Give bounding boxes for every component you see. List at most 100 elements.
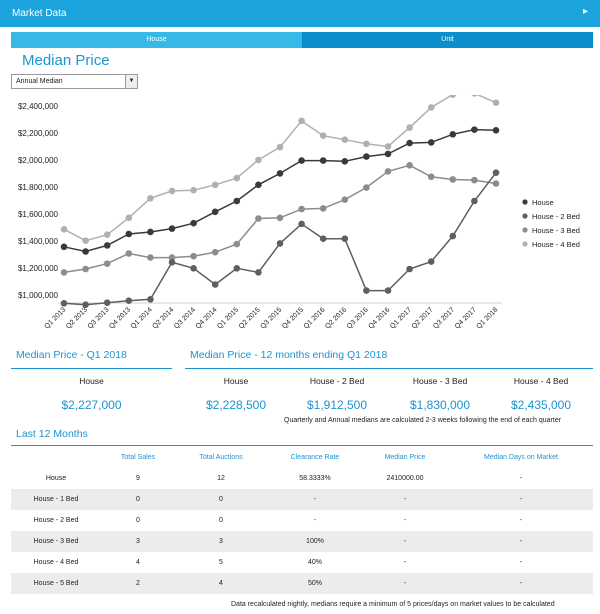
- cell-median-price: -: [403, 580, 407, 587]
- series-0-point: [363, 153, 370, 160]
- y-tick-label: $2,200,000: [18, 129, 59, 138]
- legend-label: House - 3 Bed: [532, 226, 580, 235]
- series-1-point: [363, 287, 370, 294]
- series-2-point: [211, 248, 219, 256]
- tab-unit[interactable]: Unit: [302, 32, 593, 48]
- series-2-point: [384, 168, 392, 175]
- series-3-point: [449, 95, 457, 98]
- y-tick-label: $2,000,000: [18, 156, 59, 165]
- series-2-point: [103, 260, 111, 267]
- x-tick-label: Q3 2016: [346, 306, 370, 330]
- series-1-point: [384, 287, 392, 294]
- series-2-point: [492, 180, 500, 187]
- cell-type: House - 1 Bed: [33, 496, 79, 503]
- series-2-point: [363, 184, 370, 191]
- x-tick-label: Q1 2014: [130, 306, 154, 330]
- cell-type: House - 4 Bed: [33, 559, 79, 566]
- series-1-point: [125, 297, 133, 304]
- cell-median-days: -: [519, 538, 523, 545]
- series-2-point: [60, 269, 68, 276]
- series-3-point: [298, 117, 305, 125]
- series-3-point: [125, 214, 133, 222]
- series-1-point: [211, 281, 219, 288]
- y-tick-label: $2,400,000: [18, 102, 59, 111]
- series-1-point: [60, 300, 68, 307]
- market-data-header[interactable]: Market Data ▸: [0, 0, 600, 27]
- series-0-point: [82, 248, 89, 255]
- x-tick-label: Q2 2014: [151, 306, 175, 330]
- series-3-point: [82, 237, 89, 245]
- x-tick-label: Q1 2013: [43, 306, 67, 330]
- median-price-chart: $1,000,000 $1,200,000 $1,400,000 $1,600,000…: [18, 95, 580, 330]
- median-price-title: Median Price: [22, 52, 110, 69]
- cell-total-auctions: 3: [219, 538, 223, 545]
- q1-median-title: Median Price - Q1 2018: [16, 349, 127, 361]
- median-type-select[interactable]: Annual Median ▼: [11, 74, 138, 89]
- series-2-point: [471, 176, 478, 184]
- cell-clearance-rate: 58.3333%: [299, 475, 331, 482]
- header-median-days: Median Days on Market: [484, 454, 558, 461]
- m12-value-3bed: $1,830,000: [409, 398, 471, 412]
- y-tick-label: $1,600,000: [18, 210, 59, 219]
- cell-median-days: -: [519, 496, 523, 503]
- series-2-point: [449, 176, 457, 183]
- chevron-right-icon[interactable]: ▸: [582, 6, 588, 17]
- table-header-row: Total Sales Total Auctions Clearance Rat…: [11, 447, 593, 468]
- table-row: House - 5 Bed 2 4 50% - -: [11, 573, 593, 594]
- m12-value-house: $2,228,500: [205, 398, 267, 412]
- legend-marker-2: [522, 227, 528, 233]
- cell-total-sales: 0: [136, 517, 140, 524]
- series-0-point: [125, 230, 133, 238]
- x-tick-label: Q4 2017: [454, 306, 478, 330]
- y-tick-label: $1,800,000: [18, 183, 59, 192]
- chevron-down-icon[interactable]: ▼: [125, 75, 137, 88]
- series-2-point: [406, 162, 413, 169]
- table-row: House - 4 Bed 4 5 40% - -: [11, 552, 593, 573]
- series-1-point: [276, 240, 284, 247]
- cell-median-price: -: [403, 517, 407, 524]
- q1-divider: [11, 368, 172, 369]
- cell-total-auctions: 4: [219, 580, 223, 587]
- series-3-point: [103, 231, 111, 238]
- series-3-point: [471, 95, 478, 97]
- series-3-point: [190, 186, 197, 194]
- series-1-point: [190, 265, 197, 272]
- x-tick-label: Q3 2015: [259, 306, 283, 330]
- cell-total-auctions: 12: [217, 475, 225, 482]
- legend-marker-1: [522, 213, 528, 219]
- series-1-point: [168, 258, 176, 266]
- series-3-point: [60, 225, 68, 233]
- series-3-point: [147, 195, 154, 202]
- cell-type: House: [45, 475, 67, 482]
- cell-median-days: -: [519, 475, 523, 482]
- series-3-point: [233, 174, 241, 182]
- series-1-point: [147, 296, 154, 303]
- median-type-value: Annual Median: [16, 78, 63, 85]
- m12-value-4bed: $2,435,000: [510, 398, 572, 412]
- cell-median-price: -: [403, 559, 407, 566]
- last-12-divider: [11, 445, 593, 446]
- cell-median-price: 2410000.00: [386, 475, 424, 482]
- series-3-point: [255, 156, 262, 164]
- x-tick-label: Q3 2014: [173, 306, 197, 330]
- series-0-point: [190, 219, 197, 227]
- x-tick-label: Q4 2016: [367, 306, 391, 330]
- table-row: House 9 12 58.3333% 2410000.00 -: [11, 468, 593, 489]
- table-row: House - 3 Bed 3 3 100% - -: [11, 531, 593, 552]
- x-tick-label: Q1 2017: [389, 306, 413, 330]
- cell-type: House - 2 Bed: [33, 517, 79, 524]
- cell-total-auctions: 5: [219, 559, 223, 566]
- series-0-point: [341, 157, 349, 165]
- q1-house-value: $2,227,000: [61, 398, 122, 412]
- series-3-point: [427, 104, 435, 111]
- series-0-point: [103, 242, 111, 249]
- series-1-point: [492, 169, 500, 177]
- last-12-months-title: Last 12 Months: [16, 428, 88, 440]
- series-0-point: [471, 126, 478, 133]
- tab-house[interactable]: House: [11, 32, 302, 48]
- series-1-point: [319, 235, 327, 243]
- series-3-point: [363, 140, 370, 148]
- cell-median-days: -: [519, 517, 523, 524]
- legend-label: House - 2 Bed: [532, 212, 580, 221]
- series-0-point: [298, 157, 305, 164]
